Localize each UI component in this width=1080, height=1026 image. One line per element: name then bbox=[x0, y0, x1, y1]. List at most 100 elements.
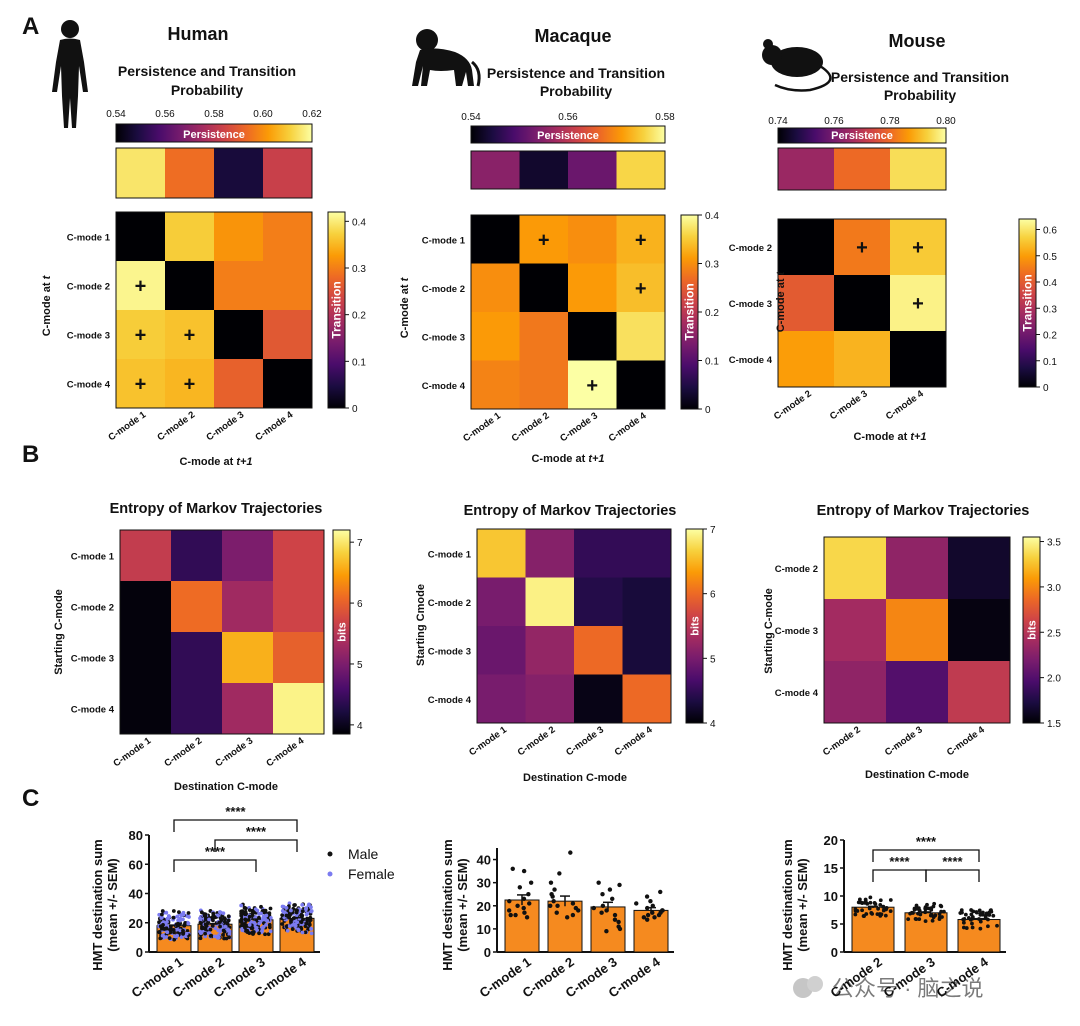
significance-label: **** bbox=[225, 804, 246, 819]
y-axis-title-main: C-mode at bbox=[41, 279, 53, 336]
row-label: C-mode 1 bbox=[67, 233, 111, 244]
x-axis-title: C-mode at t+1 bbox=[179, 456, 252, 468]
data-point bbox=[961, 925, 966, 930]
data-point bbox=[221, 928, 226, 933]
data-point bbox=[254, 925, 259, 930]
entropy-cell bbox=[120, 581, 171, 632]
y-axis-title-main: C-mode at bbox=[775, 275, 787, 332]
colorbar-tick-label: 6 bbox=[357, 599, 363, 610]
data-point bbox=[227, 932, 232, 937]
data-point bbox=[247, 923, 252, 927]
data-point bbox=[607, 887, 613, 892]
significance-plus: + bbox=[135, 374, 147, 396]
col-label: C-mode 4 bbox=[945, 724, 987, 758]
data-point bbox=[206, 931, 211, 936]
data-point bbox=[617, 882, 622, 888]
transition-cell bbox=[616, 312, 665, 361]
data-point bbox=[604, 929, 609, 934]
data-point bbox=[970, 925, 975, 930]
entropy-cell bbox=[222, 581, 273, 632]
colorbar-tick-label: 0.1 bbox=[352, 357, 366, 368]
transition-cell bbox=[568, 312, 617, 361]
x-axis-title-italic: t+1 bbox=[910, 431, 926, 443]
data-point bbox=[859, 900, 864, 905]
transition-cell bbox=[471, 263, 520, 312]
persistence-cell bbox=[263, 148, 312, 198]
data-point bbox=[872, 900, 877, 905]
colorbar-title: bits bbox=[337, 622, 349, 642]
persistence-tick-label: 0.74 bbox=[768, 116, 788, 127]
data-point bbox=[508, 912, 513, 918]
significance-label: **** bbox=[889, 854, 910, 869]
y-tick-label: 60 bbox=[129, 857, 143, 872]
data-point bbox=[876, 906, 880, 911]
row-label: C-mode 2 bbox=[775, 564, 818, 575]
data-point bbox=[245, 930, 250, 934]
entropy-cell bbox=[477, 577, 526, 626]
data-point bbox=[914, 903, 919, 908]
entropy-cell bbox=[477, 529, 526, 578]
y-axis-title: Starting Cmode bbox=[415, 584, 427, 666]
transition-cell bbox=[778, 331, 834, 387]
y-axis-subtitle: (mean +/- SEM) bbox=[795, 858, 810, 952]
chart-title: Entropy of Markov Trajectories bbox=[110, 501, 323, 517]
transition-cell bbox=[263, 359, 312, 408]
data-point bbox=[942, 909, 946, 914]
transition-cell bbox=[834, 331, 890, 387]
transition-cell bbox=[165, 212, 214, 261]
data-point bbox=[240, 928, 245, 933]
data-point bbox=[648, 898, 653, 904]
data-point bbox=[239, 903, 244, 908]
persistence-colorbar bbox=[777, 127, 947, 144]
data-point bbox=[304, 921, 309, 926]
data-point bbox=[515, 903, 520, 908]
human-silhouette-icon bbox=[52, 20, 88, 128]
transition-cell bbox=[616, 215, 665, 264]
y-axis-title-italic: t bbox=[41, 274, 53, 279]
data-point bbox=[969, 912, 974, 917]
entropy-cell bbox=[525, 626, 574, 675]
data-point bbox=[917, 917, 922, 921]
data-point bbox=[198, 920, 203, 925]
colorbar-tick-label: 1.5 bbox=[1047, 719, 1061, 730]
x-axis-title-main: C-mode at bbox=[531, 453, 588, 465]
persistence-cell bbox=[778, 148, 834, 190]
transition-cell bbox=[568, 360, 617, 409]
bar bbox=[957, 919, 1001, 953]
data-point bbox=[290, 927, 295, 932]
data-point bbox=[300, 930, 305, 935]
entropy-cell bbox=[120, 683, 171, 734]
data-point bbox=[210, 923, 215, 928]
colorbar-title: Transition bbox=[1021, 274, 1035, 331]
transition-cell bbox=[834, 275, 890, 331]
row-label: C-mode 1 bbox=[422, 235, 466, 246]
persistence-colorbar bbox=[470, 125, 666, 144]
data-point bbox=[199, 910, 204, 915]
data-point bbox=[227, 935, 231, 940]
data-point bbox=[243, 906, 248, 911]
data-point bbox=[218, 910, 223, 915]
data-point bbox=[157, 930, 162, 934]
data-point bbox=[218, 924, 222, 929]
x-axis-title: Destination C-mode bbox=[865, 769, 969, 781]
data-point bbox=[884, 906, 889, 910]
entropy-cell bbox=[886, 537, 948, 599]
transition-cell bbox=[165, 359, 214, 408]
data-point bbox=[280, 913, 285, 917]
persistence-cell bbox=[214, 148, 263, 198]
persistence-tick-label: 0.56 bbox=[558, 112, 578, 123]
data-point bbox=[299, 925, 303, 930]
data-point bbox=[307, 902, 311, 907]
matrix-border bbox=[470, 214, 666, 410]
charts-container: Persistence and Transition Probability 0.5… bbox=[41, 63, 1061, 1000]
data-point bbox=[165, 930, 170, 935]
data-point bbox=[244, 911, 248, 916]
colorbar-tick-label: 0 bbox=[1043, 383, 1049, 394]
col-label: C-mode 3 bbox=[213, 735, 255, 769]
colorbar-tick-label: 0.3 bbox=[352, 264, 366, 275]
persistence-cell bbox=[568, 151, 617, 189]
data-point bbox=[157, 920, 161, 925]
colorbar-tick-label: 6 bbox=[710, 590, 716, 601]
significance-plus: + bbox=[912, 293, 924, 315]
chart-title-line1: Persistence and Transition bbox=[118, 63, 296, 79]
